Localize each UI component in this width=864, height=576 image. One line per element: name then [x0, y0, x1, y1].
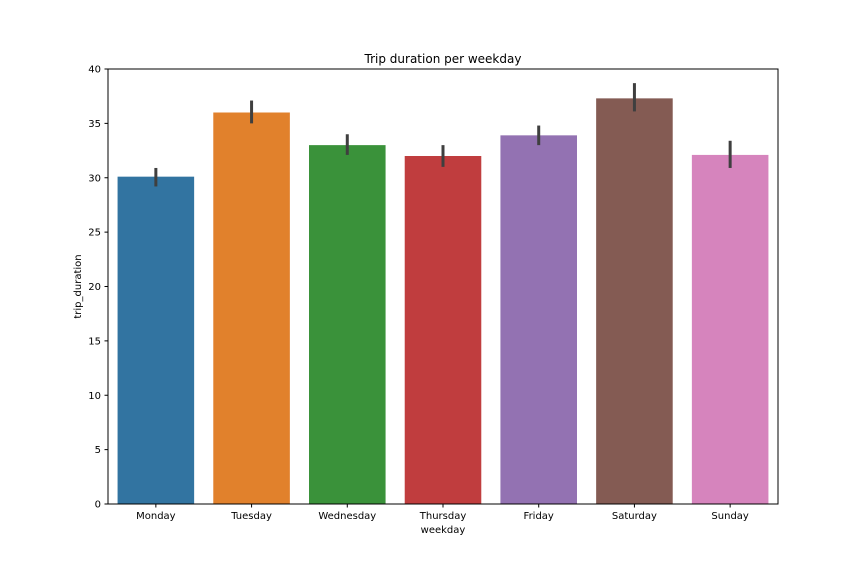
y-tick-label: 0 [95, 500, 101, 511]
y-tick-label: 15 [88, 336, 101, 347]
x-tick-label: Monday [136, 511, 176, 522]
y-tick-label: 5 [95, 445, 101, 456]
bar-thursday [404, 156, 482, 504]
bars-layer [117, 98, 769, 505]
x-tick-label: Tuesday [230, 511, 272, 522]
y-tick-label: 40 [88, 65, 101, 76]
bar-sunday [691, 154, 769, 504]
y-axis: 0 5 10 15 20 25 30 35 40 [88, 65, 108, 511]
bar-saturday [596, 98, 673, 505]
y-tick-label: 35 [88, 119, 101, 130]
y-tick-label: 20 [88, 282, 101, 293]
x-axis-title: weekday [421, 525, 466, 536]
bar-wednesday [309, 145, 386, 504]
error-bars-layer [154, 83, 732, 187]
bar-tuesday [213, 112, 290, 504]
x-tick-label: Sunday [711, 511, 748, 522]
chart-title: Trip duration per weekday [364, 52, 522, 66]
y-tick-label: 10 [88, 391, 101, 402]
bar-monday [117, 176, 195, 504]
y-axis-title: trip_duration [73, 254, 84, 318]
x-tick-label: Friday [524, 511, 554, 522]
y-tick-label: 30 [88, 173, 101, 184]
x-tick-label: Wednesday [318, 511, 376, 522]
y-tick-label: 25 [88, 228, 101, 239]
bar-friday [500, 135, 577, 504]
x-axis: Monday Tuesday Wednesday Thursday Friday Satu… [136, 504, 749, 522]
x-tick-label: Thursday [419, 511, 467, 522]
x-tick-label: Saturday [612, 511, 657, 522]
